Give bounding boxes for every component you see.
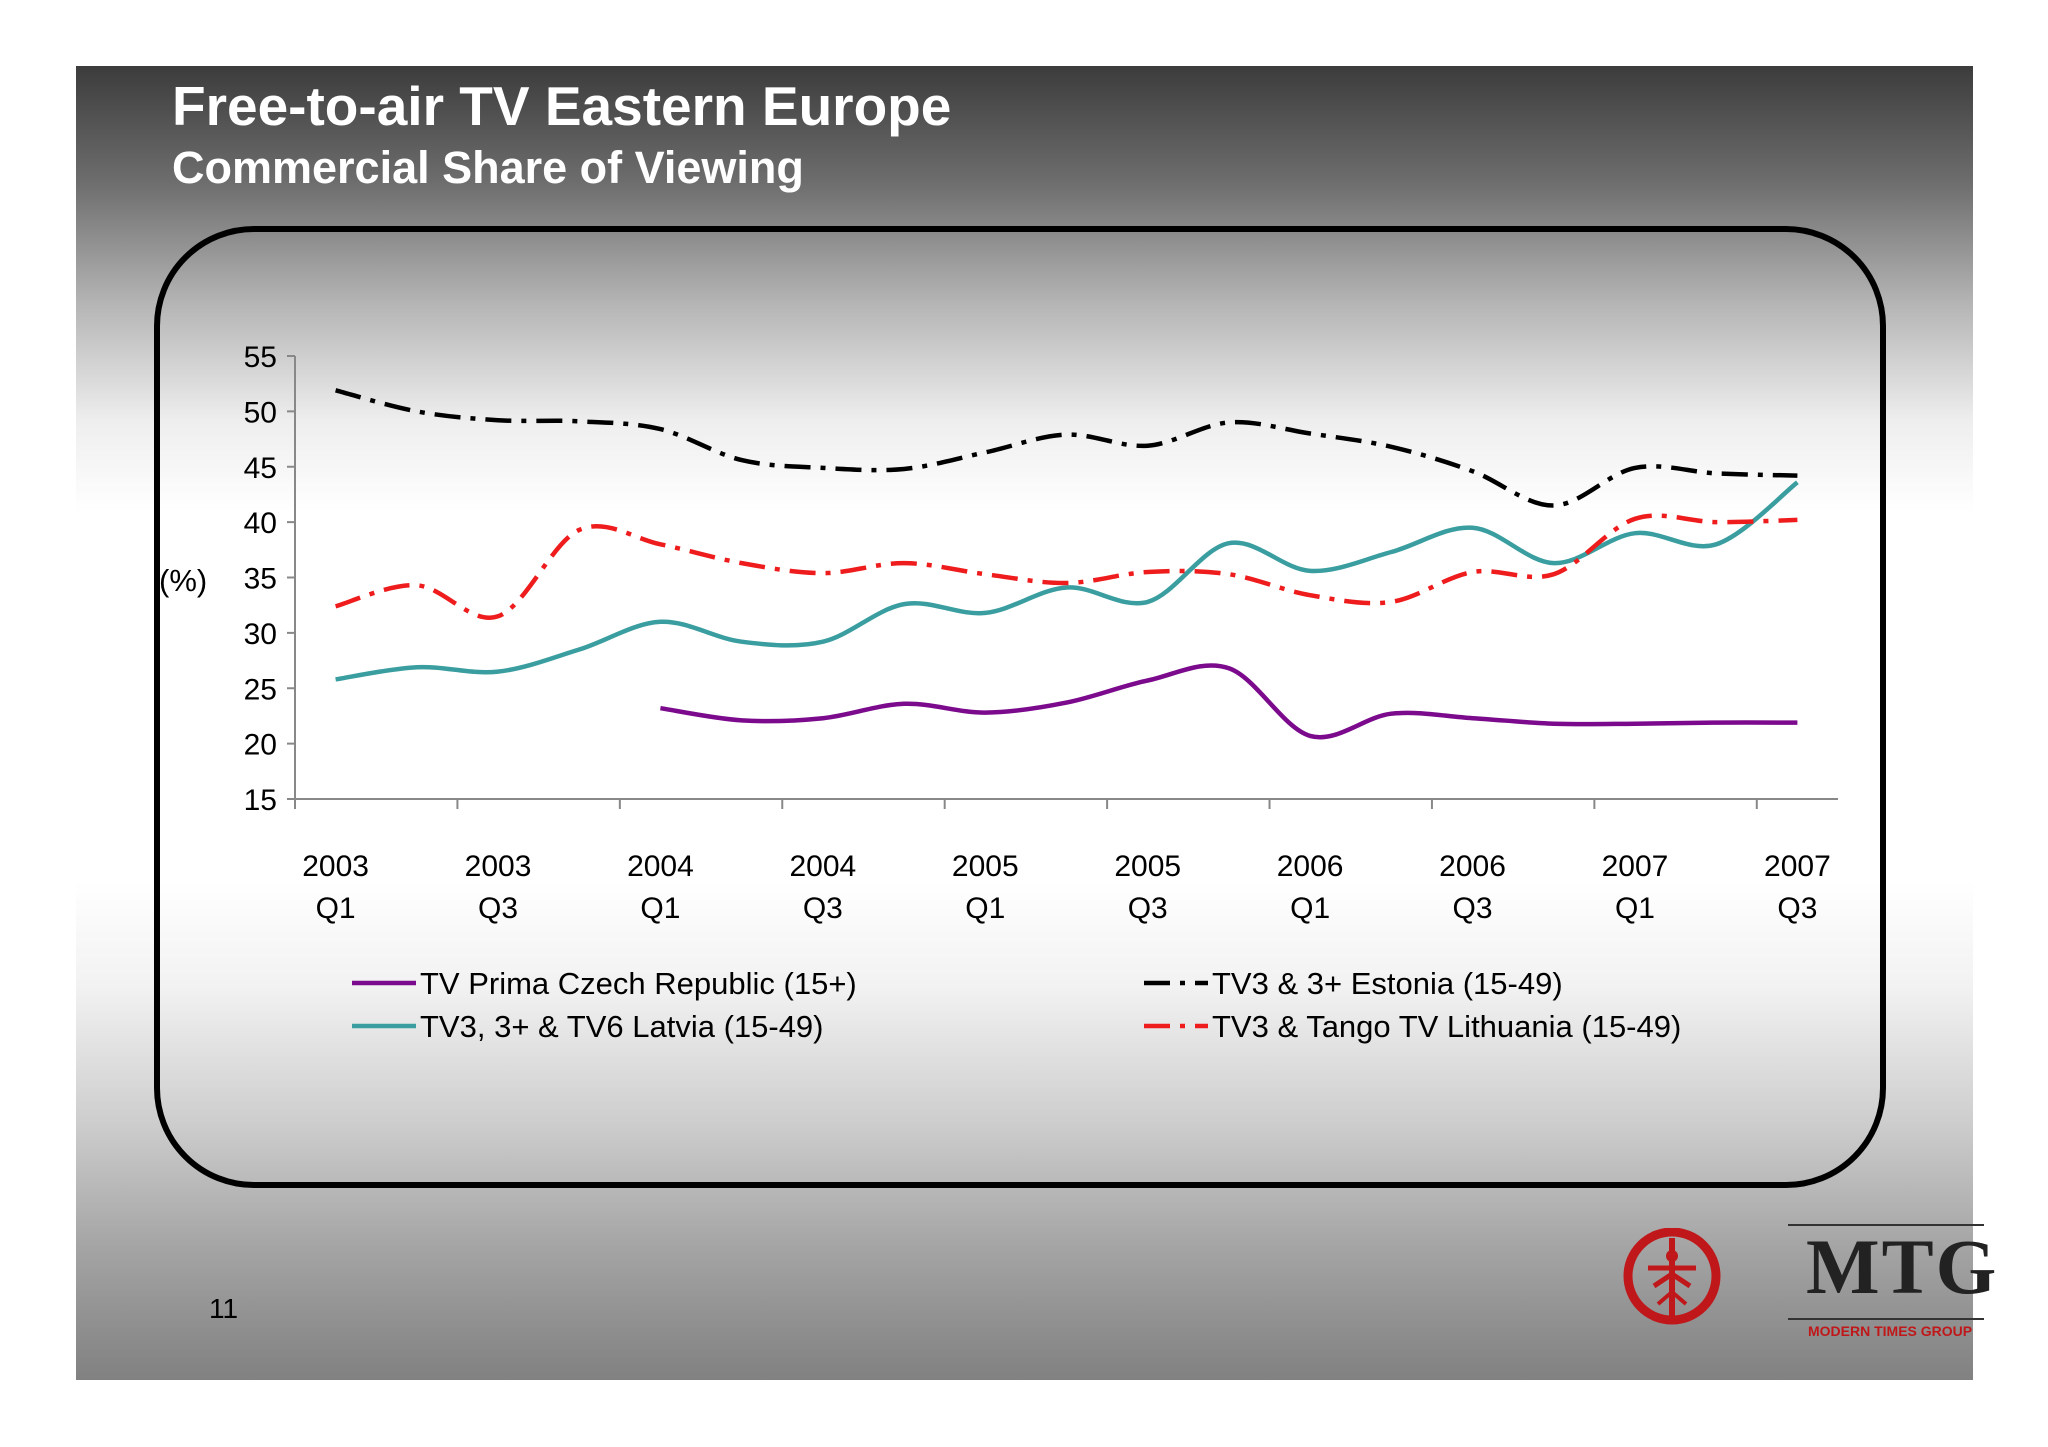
y-tick-label: 50	[244, 396, 277, 429]
x-tick-label-quarter: Q3	[1453, 892, 1493, 925]
chart-axes: 15 20 25 30 35 40 45 50 55 (%) 2003 Q1 2003 Q3 2004 Q1 2…	[159, 341, 1838, 925]
x-tick-label-year: 2004	[627, 850, 694, 883]
mtg-logo: MTG MODERN TIMES GROUP	[1612, 1224, 1996, 1398]
x-tick-label-quarter: Q1	[1615, 892, 1655, 925]
y-tick-label: 20	[244, 729, 277, 762]
logo-rule-bottom	[1788, 1318, 1984, 1320]
legend-label-tv3-3-tv6-latvia-15-49: TV3, 3+ & TV6 Latvia (15-49)	[420, 1009, 824, 1044]
x-tick-label-quarter: Q1	[316, 892, 356, 925]
mtg-emblem-icon	[1623, 1227, 1721, 1325]
y-tick-label: 15	[244, 784, 277, 817]
y-tick-label: 40	[244, 507, 277, 540]
x-tick-label-year: 2003	[302, 850, 369, 883]
page-number: 11	[209, 1293, 239, 1324]
series-line-tv3-3-estonia-15-49	[335, 388, 1798, 508]
logo-tagline: MODERN TIMES GROUP	[1808, 1323, 1973, 1339]
logo-wordmark: MTG	[1806, 1223, 1999, 1310]
x-tick-label-quarter: Q1	[640, 892, 680, 925]
x-tick-label-quarter: Q3	[1777, 892, 1817, 925]
x-tick-label-year: 2006	[1439, 850, 1506, 883]
slide-title: Free-to-air TV Eastern Europe	[172, 75, 952, 137]
legend-label-tv3-tango-tv-lithuania-15-49: TV3 & Tango TV Lithuania (15-49)	[1212, 1009, 1681, 1044]
x-tick-label-year: 2005	[1114, 850, 1181, 883]
x-tick-label-year: 2006	[1277, 850, 1344, 883]
x-tick-label-quarter: Q1	[965, 892, 1005, 925]
chart-legend: TV Prima Czech Republic (15+) TV3 & 3+ Es…	[352, 966, 1681, 1044]
x-tick-label-year: 2007	[1764, 850, 1831, 883]
series-line-tv3-tango-tv-lithuania-15-49	[334, 513, 1798, 620]
x-tick-label-quarter: Q3	[478, 892, 518, 925]
x-tick-label-quarter: Q3	[803, 892, 843, 925]
x-tick-label-year: 2004	[789, 850, 856, 883]
y-tick-label: 25	[244, 673, 277, 706]
legend-label-tv3-3-estonia-15-49: TV3 & 3+ Estonia (15-49)	[1212, 966, 1563, 1001]
y-tick-label: 30	[244, 618, 277, 651]
y-tick-label: 55	[244, 341, 277, 374]
series-line-tv3-3-tv6-latvia-15-49	[335, 480, 1799, 682]
slide-subtitle: Commercial Share of Viewing	[172, 142, 804, 193]
chart-frame	[154, 226, 1886, 1188]
x-tick-label-year: 2003	[465, 850, 532, 883]
x-tick-label-year: 2005	[952, 850, 1019, 883]
y-tick-label: 35	[244, 563, 277, 596]
y-tick-label: 45	[244, 452, 277, 485]
logo-rule-top	[1788, 1224, 1984, 1226]
x-tick-label-quarter: Q1	[1290, 892, 1330, 925]
chart-series-lines	[334, 388, 1799, 740]
legend-label-tv-prima-czech-republic-15: TV Prima Czech Republic (15+)	[420, 966, 857, 1001]
x-tick-label-quarter: Q3	[1128, 892, 1168, 925]
y-axis-label: (%)	[159, 563, 207, 598]
x-tick-label-year: 2007	[1602, 850, 1669, 883]
series-line-tv-prima-czech-republic-15	[660, 663, 1798, 740]
